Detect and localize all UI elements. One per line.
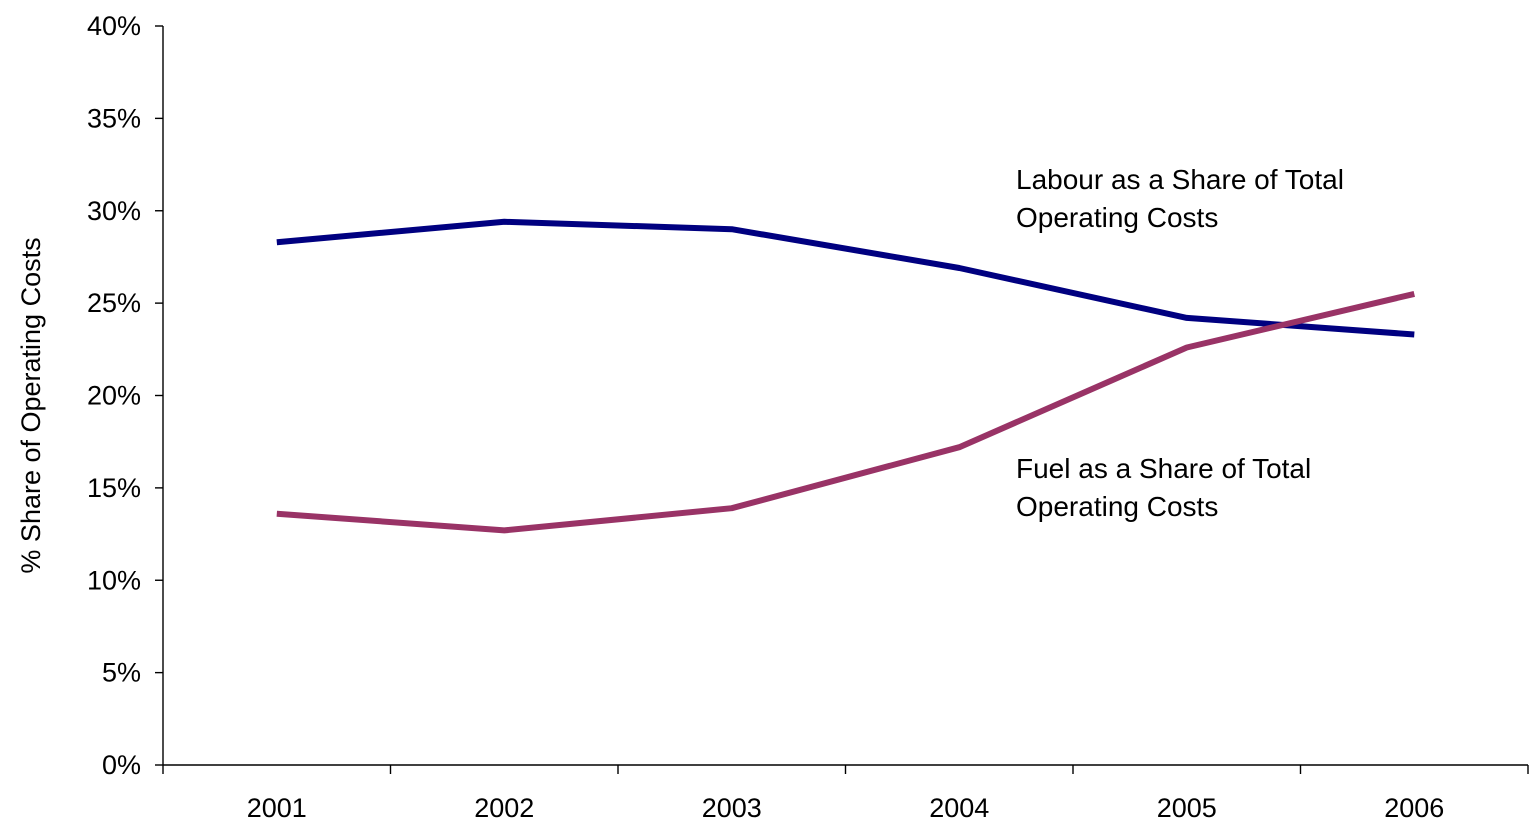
y-tick-label: 5% [102, 658, 141, 688]
x-tick-label: 2002 [474, 793, 534, 822]
annotation-fuel: Fuel as a Share of Total Operating Costs [1016, 453, 1311, 522]
y-tick-label: 30% [87, 196, 141, 226]
y-tick-label: 15% [87, 473, 141, 503]
y-tick-label: 25% [87, 288, 141, 318]
y-tick-label: 10% [87, 565, 141, 595]
x-tick-label: 2003 [702, 793, 762, 822]
y-tick-label: 35% [87, 103, 141, 133]
series-lines [276, 218, 1415, 534]
y-axis: 0% 5% 10% 15% 20% 25% 30% 35% 40% [87, 11, 164, 780]
series-line-fuel [276, 290, 1415, 534]
x-tick-label: 2001 [247, 793, 307, 822]
x-tick-label: 2004 [929, 793, 989, 822]
y-axis-title: % Share of Operating Costs [16, 237, 46, 573]
annotations: Labour as a Share of Total Operating Cost… [1016, 164, 1344, 522]
x-tick-label: 2005 [1157, 793, 1217, 822]
y-tick-label: 20% [87, 381, 141, 411]
x-axis: 2001 2002 2003 2004 2005 2006 [162, 764, 1529, 822]
annotation-line: Operating Costs [1016, 202, 1218, 233]
y-tick-label: 0% [102, 750, 141, 780]
y-tick-label: 40% [87, 11, 141, 41]
annotation-line: Labour as a Share of Total [1016, 164, 1344, 195]
annotation-line: Fuel as a Share of Total [1016, 453, 1311, 484]
annotation-line: Operating Costs [1016, 491, 1218, 522]
series-line-labour [276, 218, 1415, 338]
annotation-labour: Labour as a Share of Total Operating Cost… [1016, 164, 1344, 233]
x-tick-label: 2006 [1384, 793, 1444, 822]
